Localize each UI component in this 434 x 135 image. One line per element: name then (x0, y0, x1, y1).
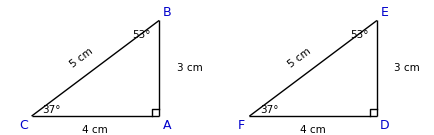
Text: C: C (19, 119, 28, 131)
Text: B: B (163, 6, 171, 19)
Text: 5 cm: 5 cm (68, 46, 95, 70)
Text: E: E (381, 6, 389, 19)
Text: 37°: 37° (260, 105, 279, 115)
Text: A: A (163, 119, 171, 131)
Text: 53°: 53° (350, 30, 368, 40)
Text: D: D (380, 119, 390, 131)
Text: 3 cm: 3 cm (177, 63, 202, 73)
Text: 4 cm: 4 cm (300, 125, 326, 135)
Text: 4 cm: 4 cm (82, 125, 108, 135)
Text: 3 cm: 3 cm (395, 63, 420, 73)
Text: F: F (238, 119, 245, 131)
Text: 53°: 53° (132, 30, 151, 40)
Text: 37°: 37° (42, 105, 61, 115)
Text: 5 cm: 5 cm (286, 46, 312, 70)
